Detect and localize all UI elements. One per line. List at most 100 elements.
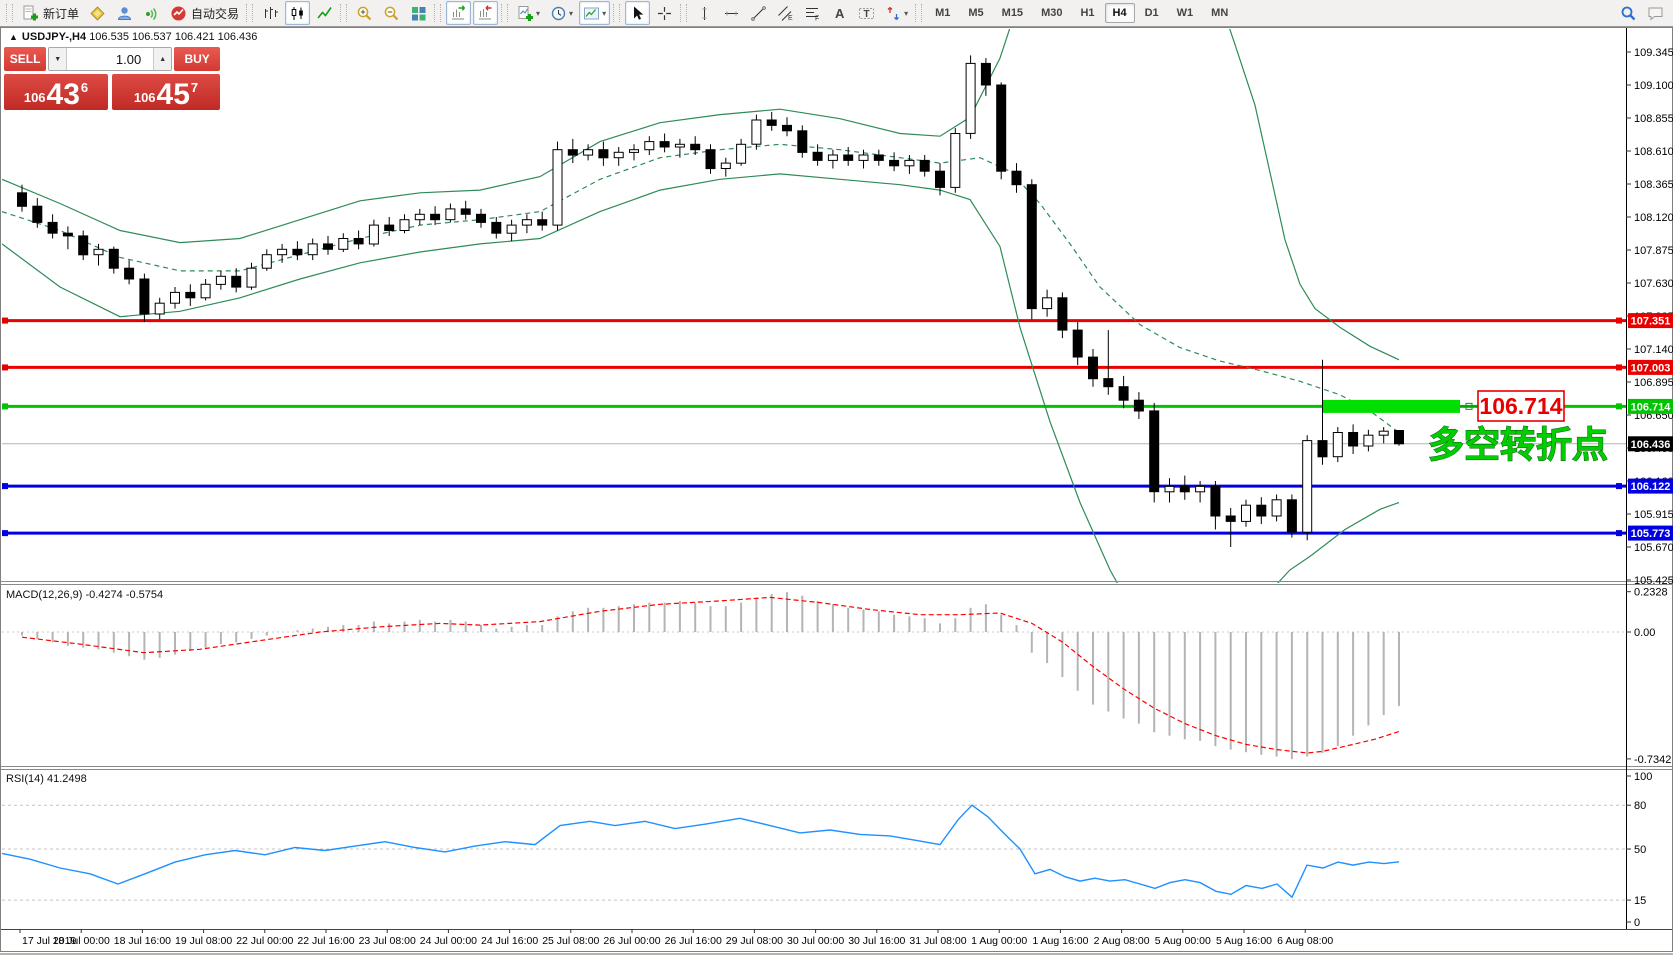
candle bbox=[583, 144, 594, 161]
candle bbox=[62, 226, 73, 250]
svg-text:109.100: 109.100 bbox=[1634, 80, 1673, 92]
svg-text:107.630: 107.630 bbox=[1634, 278, 1673, 290]
ask-pip: 7 bbox=[190, 80, 199, 95]
candle bbox=[537, 211, 548, 231]
trendline-button[interactable] bbox=[746, 1, 771, 25]
price-label-106714[interactable]: 106.714 bbox=[1477, 390, 1565, 422]
timeframe-m1[interactable]: M1 bbox=[935, 7, 951, 19]
volume-increase-button[interactable]: ▲ bbox=[153, 48, 172, 70]
search-icon bbox=[1620, 5, 1637, 22]
candle bbox=[1026, 179, 1037, 320]
candle bbox=[1286, 494, 1297, 538]
bollinger-lower-band bbox=[2, 173, 1400, 583]
indicators-button[interactable]: ▾ bbox=[513, 1, 544, 25]
svg-text:100: 100 bbox=[1634, 771, 1652, 783]
candle bbox=[567, 138, 578, 164]
chevron-down-icon[interactable]: ▾ bbox=[602, 8, 607, 18]
bid-main: 43 bbox=[46, 78, 80, 111]
main-toolbar: 新订单 自动交易 ▾ ▾ ▾ E F A T ▾ M1 M5 M15 M30 H1 H4 D1 W1 MN bbox=[0, 0, 1673, 27]
new-order-icon bbox=[22, 5, 39, 22]
signals-button[interactable] bbox=[139, 1, 164, 25]
toolbar-grip bbox=[680, 4, 688, 22]
timeframe-m15[interactable]: M15 bbox=[1001, 7, 1024, 19]
price-badge: 106.436 bbox=[1628, 436, 1673, 452]
timeframe-m30[interactable]: M30 bbox=[1041, 7, 1063, 19]
community-button[interactable] bbox=[112, 1, 137, 25]
template-button[interactable]: ▾ bbox=[579, 1, 611, 25]
ask-price-button[interactable]: 106 45 7 bbox=[112, 74, 220, 110]
zoom-out-icon bbox=[383, 5, 400, 22]
toolbar-button-label: 自动交易 bbox=[191, 6, 240, 21]
tile-windows-button[interactable] bbox=[406, 1, 431, 25]
metaeditor-button[interactable] bbox=[85, 1, 110, 25]
chat-button[interactable] bbox=[1643, 1, 1668, 25]
timeframe-mn[interactable]: MN bbox=[1211, 7, 1229, 19]
candle bbox=[277, 243, 288, 263]
bid-price-button[interactable]: 106 43 6 bbox=[4, 74, 108, 110]
timeframe-h4[interactable]: H4 bbox=[1104, 3, 1135, 23]
candle bbox=[1271, 494, 1282, 522]
svg-text:106.122: 106.122 bbox=[1631, 481, 1671, 493]
toolbar-grip bbox=[613, 4, 621, 22]
candle bbox=[1195, 481, 1206, 503]
crosshair-button[interactable] bbox=[652, 1, 677, 25]
vline-button[interactable] bbox=[692, 1, 717, 25]
svg-text:106.436: 106.436 bbox=[1631, 439, 1671, 451]
autoscroll-button[interactable] bbox=[446, 1, 472, 25]
candle bbox=[720, 157, 731, 177]
timeframe-h1[interactable]: H1 bbox=[1080, 7, 1095, 19]
search-button[interactable] bbox=[1616, 1, 1641, 25]
candle bbox=[659, 133, 670, 153]
svg-text:108.365: 108.365 bbox=[1634, 179, 1673, 191]
rsi-line bbox=[1, 804, 1400, 899]
candle bbox=[613, 147, 624, 166]
channel-button[interactable]: E bbox=[773, 1, 798, 25]
volume-decrease-button[interactable]: ▼ bbox=[49, 48, 68, 70]
volume-field[interactable]: 1.00 bbox=[115, 51, 142, 67]
candle bbox=[950, 128, 961, 193]
text-button[interactable]: A bbox=[827, 1, 852, 25]
periods-button[interactable]: ▾ bbox=[546, 1, 577, 25]
collapse-panel-icon[interactable]: ▲ bbox=[9, 32, 18, 42]
one-click-trading-panel: SELL ▼ 1.00 ▲ BUY 106 43 6 106 45 7 bbox=[4, 47, 220, 110]
volume-stepper: ▼ 1.00 ▲ bbox=[48, 47, 173, 71]
sell-button[interactable]: SELL bbox=[4, 47, 47, 71]
chevron-down-icon[interactable]: ▾ bbox=[536, 8, 541, 18]
zoom-in-button[interactable] bbox=[352, 1, 377, 25]
candle bbox=[215, 270, 226, 290]
hline-button[interactable] bbox=[719, 1, 744, 25]
svg-text:22 Jul 00:00: 22 Jul 00:00 bbox=[236, 935, 293, 947]
indicators-icon bbox=[517, 5, 534, 22]
metaeditor-icon bbox=[89, 5, 106, 22]
autotrading-button[interactable]: 自动交易 bbox=[166, 1, 243, 25]
zoom-out-button[interactable] bbox=[379, 1, 404, 25]
svg-text:19 Jul 08:00: 19 Jul 08:00 bbox=[175, 935, 232, 947]
timeframe-m5[interactable]: M5 bbox=[968, 7, 984, 19]
ask-prefix: 106 bbox=[133, 90, 156, 105]
buy-button[interactable]: BUY bbox=[174, 47, 220, 71]
zoom-in-icon bbox=[356, 5, 373, 22]
bid-pip: 6 bbox=[80, 80, 89, 95]
chevron-down-icon[interactable]: ▾ bbox=[904, 8, 909, 18]
bollinger-middle-band bbox=[2, 143, 1400, 433]
candlestick-button[interactable] bbox=[285, 1, 311, 25]
text-label-button[interactable]: T bbox=[854, 1, 879, 25]
line-chart-button[interactable] bbox=[312, 1, 337, 25]
cursor-button[interactable] bbox=[625, 1, 651, 25]
timeframe-d1[interactable]: D1 bbox=[1144, 7, 1159, 19]
arrows-button[interactable]: ▾ bbox=[881, 1, 912, 25]
chevron-down-icon[interactable]: ▾ bbox=[569, 8, 574, 18]
candle bbox=[980, 58, 991, 96]
svg-text:26 Jul 16:00: 26 Jul 16:00 bbox=[665, 935, 722, 947]
fibonacci-button[interactable]: F bbox=[800, 1, 825, 25]
new-order-button[interactable]: 新订单 bbox=[18, 1, 83, 25]
chart-shift-button[interactable] bbox=[473, 1, 499, 25]
timeframe-w1[interactable]: W1 bbox=[1176, 7, 1194, 19]
bar-chart-button[interactable] bbox=[258, 1, 283, 25]
candle bbox=[399, 214, 410, 234]
annotation-text[interactable]: 多空转折点 bbox=[1428, 425, 1609, 467]
green-zone-rectangle[interactable] bbox=[1323, 399, 1460, 413]
